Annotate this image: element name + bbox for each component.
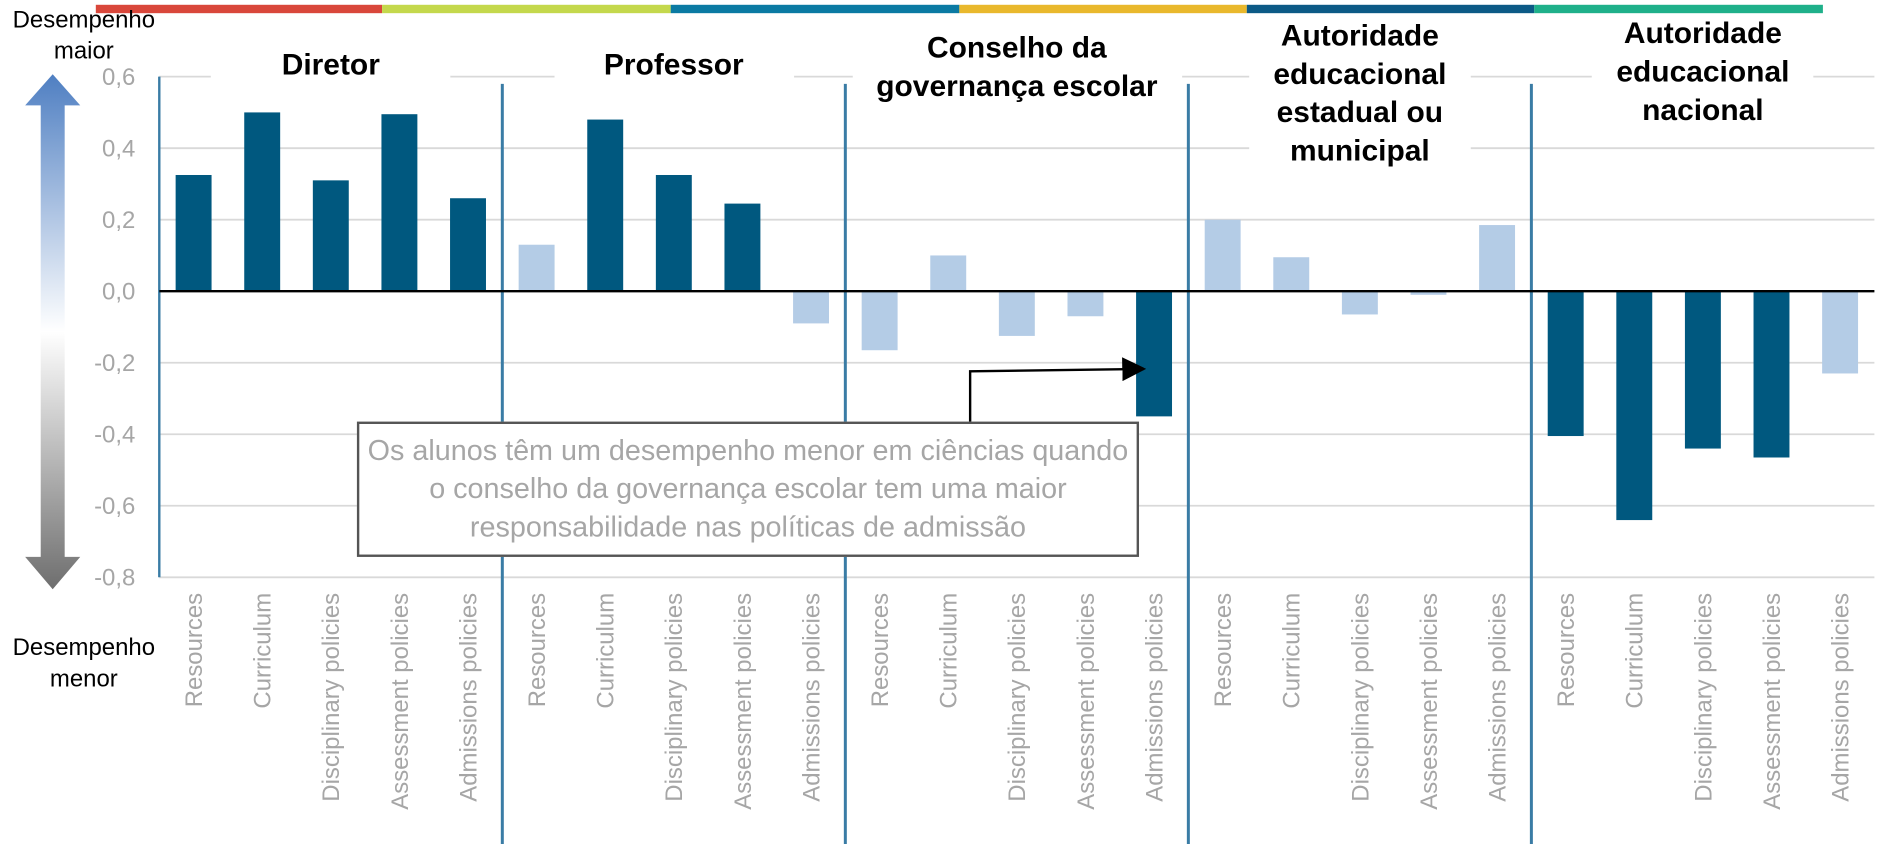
x-tick-label: Resources <box>1553 593 1580 707</box>
bar <box>1273 257 1310 292</box>
x-tick-label: Assessment policies <box>1416 593 1443 810</box>
bar <box>998 291 1035 336</box>
bar <box>1136 291 1173 417</box>
bar <box>1822 291 1859 374</box>
y-tick-label: 0,6 <box>102 64 135 91</box>
bar <box>1341 291 1378 315</box>
bar <box>930 255 967 292</box>
annotation-arrow <box>968 357 1147 422</box>
x-tick-label: Assessment policies <box>1073 593 1100 810</box>
x-tick-label: Disciplinary policies <box>1004 593 1031 802</box>
y-tick-label: -0,6 <box>94 493 135 520</box>
bar <box>793 291 829 324</box>
bar <box>450 198 486 292</box>
x-tick-label: Resources <box>181 593 208 707</box>
x-tick-label: Disciplinary policies <box>661 593 688 802</box>
performance-arrow <box>25 74 81 590</box>
x-tick-label: Assessment policies <box>1759 593 1786 810</box>
bar <box>1684 291 1721 449</box>
group-title: Diretor <box>211 45 451 84</box>
group-title: Conselho da governança escolar <box>852 28 1182 106</box>
x-tick-label: Curriculum <box>250 593 277 709</box>
y-tick-label: -0,4 <box>94 422 135 449</box>
top-stripe <box>95 4 1823 14</box>
y-tick-label: 0,0 <box>102 279 135 306</box>
bar <box>587 119 624 292</box>
group-title: Autoridade educacional estadual ou munic… <box>1249 16 1471 171</box>
bar <box>1479 225 1516 292</box>
x-tick-label: Admissions policies <box>1141 593 1168 802</box>
y-tick-label: 0,4 <box>102 136 135 163</box>
bar <box>655 174 692 292</box>
bar <box>724 203 761 292</box>
x-tick-label: Admissions policies <box>455 593 482 802</box>
x-tick-label: Assessment policies <box>387 593 414 810</box>
x-tick-label: Curriculum <box>593 593 620 709</box>
bar <box>1204 219 1241 292</box>
bar <box>1067 291 1104 317</box>
y-tick-label: -0,8 <box>94 565 135 592</box>
bar <box>1410 291 1447 295</box>
x-tick-label: Admissions policies <box>798 593 825 802</box>
bar <box>1753 291 1790 458</box>
x-tick-label: Curriculum <box>1279 593 1306 709</box>
x-tick-label: Disciplinary policies <box>318 593 345 802</box>
bar <box>518 244 555 292</box>
bar <box>1616 291 1653 521</box>
x-tick-label: Disciplinary policies <box>1347 593 1374 802</box>
group-title: Autoridade educacional nacional <box>1592 14 1814 130</box>
bar <box>244 112 281 292</box>
bar <box>175 174 212 292</box>
bar <box>312 180 349 292</box>
x-tick-label: Admissions policies <box>1827 593 1854 802</box>
x-tick-label: Disciplinary policies <box>1690 593 1717 802</box>
side-label-top: Desempenho maior <box>12 7 156 65</box>
x-tick-label: Curriculum <box>1622 593 1649 709</box>
x-tick-label: Resources <box>867 593 894 707</box>
x-tick-label: Resources <box>524 593 551 707</box>
bar <box>1547 291 1584 437</box>
y-tick-label: -0,2 <box>94 350 135 377</box>
side-label-bottom: Desempenho menor <box>12 634 156 693</box>
x-tick-label: Curriculum <box>936 593 963 709</box>
x-tick-label: Resources <box>1210 593 1237 707</box>
bar <box>861 291 898 351</box>
x-tick-label: Assessment policies <box>730 593 757 810</box>
annotation: Os alunos têm um desempenho menor em ciê… <box>356 421 1140 557</box>
group-title: Professor <box>554 45 794 84</box>
x-tick-label: Admissions policies <box>1484 593 1511 802</box>
y-tick-label: 0,2 <box>102 207 135 234</box>
bar <box>381 114 418 292</box>
